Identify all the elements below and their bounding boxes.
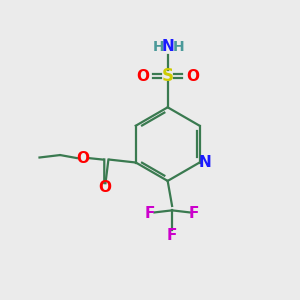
Text: H: H	[172, 40, 184, 54]
Text: H: H	[152, 40, 164, 54]
Text: O: O	[76, 151, 89, 166]
Text: N: N	[199, 155, 211, 170]
Text: O: O	[136, 69, 149, 84]
Text: F: F	[189, 206, 199, 221]
Text: O: O	[98, 180, 111, 195]
Text: O: O	[186, 69, 199, 84]
Text: N: N	[162, 39, 175, 54]
Text: F: F	[167, 229, 177, 244]
Text: S: S	[162, 68, 174, 85]
Text: F: F	[145, 206, 155, 221]
